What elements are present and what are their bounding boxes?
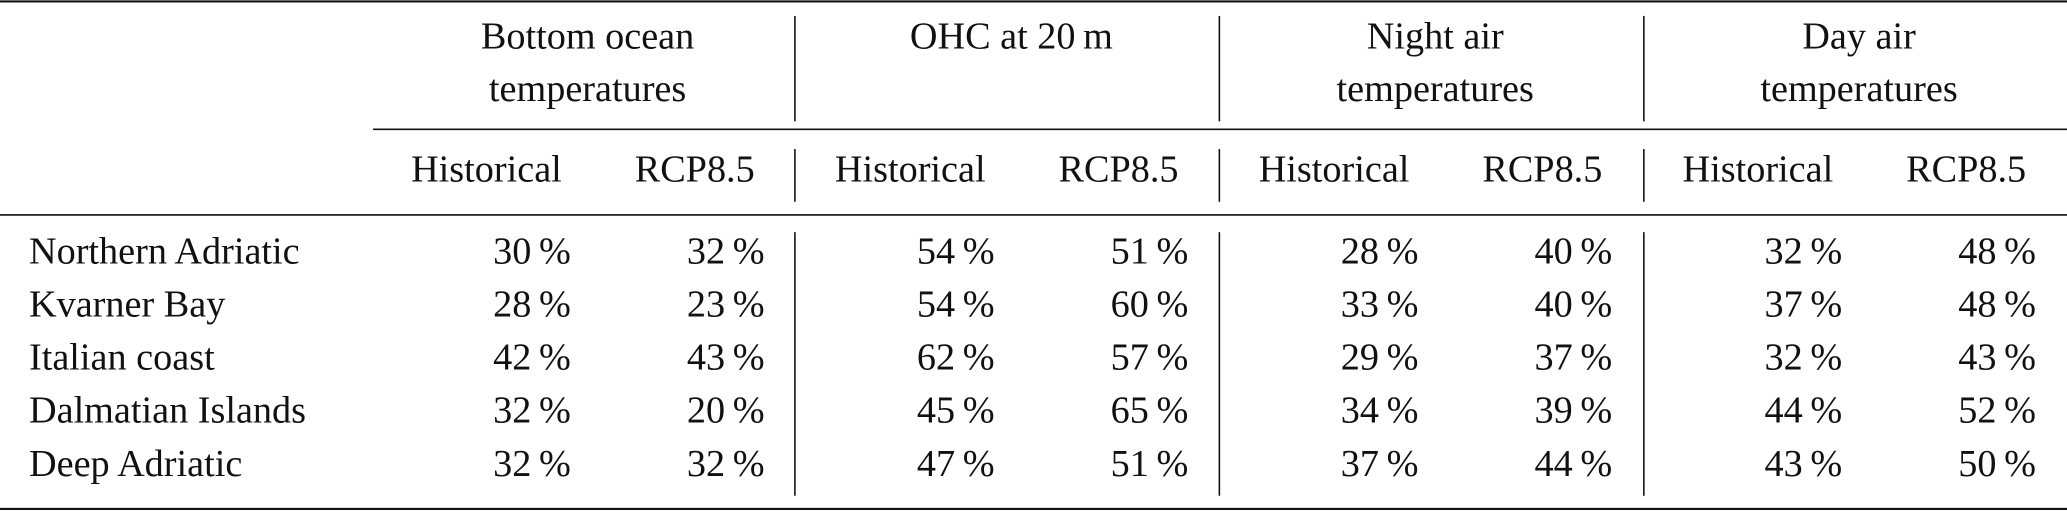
group-title: Day air <box>1802 15 1916 57</box>
cell-value: 51 % <box>1111 443 1189 485</box>
cell-value: 60 % <box>1111 283 1189 325</box>
column-header: Historical <box>1259 149 1410 191</box>
cell-value: 29 % <box>1341 337 1419 379</box>
cell-value: 20 % <box>687 390 765 432</box>
cell-value: 40 % <box>1534 230 1612 272</box>
group-title: Bottom ocean <box>481 15 694 57</box>
column-header: Historical <box>1683 149 1834 191</box>
cell-value: 43 % <box>1958 337 2036 379</box>
cell-value: 48 % <box>1958 230 2036 272</box>
cell-value: 44 % <box>1534 443 1612 485</box>
cell-value: 37 % <box>1765 283 1843 325</box>
cell-value: 34 % <box>1341 390 1419 432</box>
group-title: temperatures <box>1337 68 1534 110</box>
cell-value: 23 % <box>687 283 765 325</box>
cell-value: 54 % <box>917 230 995 272</box>
cell-value: 52 % <box>1958 390 2036 432</box>
column-header: Historical <box>411 149 562 191</box>
cell-value: 54 % <box>917 283 995 325</box>
cell-value: 39 % <box>1534 390 1612 432</box>
cell-value: 30 % <box>493 230 571 272</box>
cell-value: 62 % <box>917 337 995 379</box>
group-title: temperatures <box>489 68 686 110</box>
group-title: Night air <box>1367 15 1504 57</box>
cell-value: 44 % <box>1765 390 1843 432</box>
cell-value: 65 % <box>1111 390 1189 432</box>
cell-value: 28 % <box>1341 230 1419 272</box>
cell-value: 32 % <box>1765 230 1843 272</box>
cell-value: 48 % <box>1958 283 2036 325</box>
group-title: temperatures <box>1760 68 1957 110</box>
cell-value: 32 % <box>687 230 765 272</box>
cell-value: 32 % <box>493 443 571 485</box>
column-header: RCP8.5 <box>1482 149 1602 191</box>
cell-value: 37 % <box>1534 337 1612 379</box>
cell-value: 47 % <box>917 443 995 485</box>
row-label: Kvarner Bay <box>29 283 225 325</box>
cell-value: 57 % <box>1111 337 1189 379</box>
row-label: Dalmatian Islands <box>29 390 306 432</box>
cell-value: 43 % <box>687 337 765 379</box>
cell-value: 43 % <box>1765 443 1843 485</box>
cell-value: 40 % <box>1534 283 1612 325</box>
column-header: Historical <box>835 149 986 191</box>
cell-value: 32 % <box>687 443 765 485</box>
row-label: Deep Adriatic <box>29 443 242 485</box>
group-title: OHC at 20 m <box>910 15 1113 57</box>
cell-value: 50 % <box>1958 443 2036 485</box>
column-header: RCP8.5 <box>1059 149 1179 191</box>
cell-value: 32 % <box>493 390 571 432</box>
cell-value: 45 % <box>917 390 995 432</box>
cell-value: 33 % <box>1341 283 1419 325</box>
cell-value: 51 % <box>1111 230 1189 272</box>
row-label: Italian coast <box>29 337 215 379</box>
cell-value: 42 % <box>493 337 571 379</box>
cell-value: 28 % <box>493 283 571 325</box>
column-header: RCP8.5 <box>1906 149 2026 191</box>
cell-value: 32 % <box>1765 337 1843 379</box>
column-header: RCP8.5 <box>635 149 755 191</box>
cell-value: 37 % <box>1341 443 1419 485</box>
row-label: Northern Adriatic <box>29 230 300 272</box>
